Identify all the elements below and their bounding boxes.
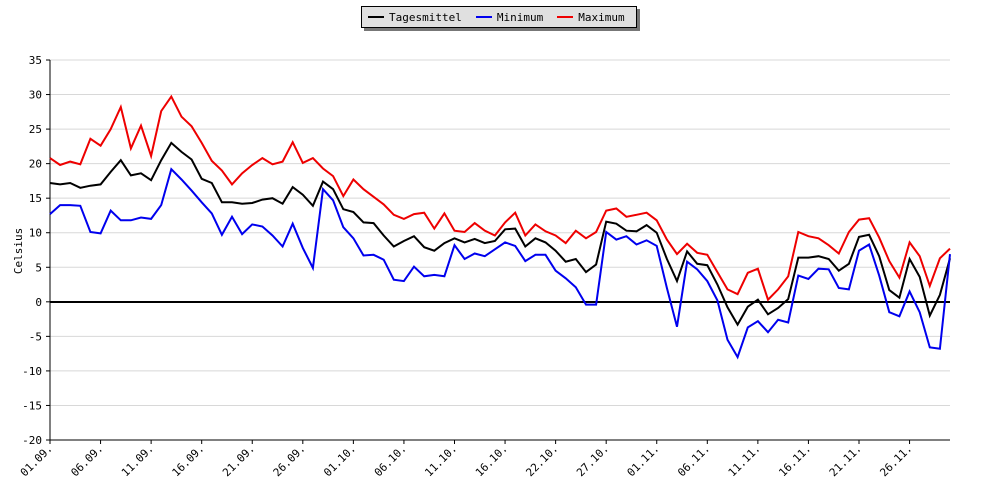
legend-swatch-tagesmittel [368, 16, 384, 18]
x-tick-label: 11.09. [119, 442, 156, 479]
legend-label-maximum: Maximum [578, 10, 625, 24]
x-tick-label: 26.11. [877, 442, 914, 479]
y-axis-label: Celsius [12, 228, 25, 274]
y-tick-label: -5 [29, 330, 42, 343]
x-tick-label: 11.11. [726, 442, 763, 479]
x-tick-label: 01.11. [625, 442, 662, 479]
x-tick-label: 21.11. [827, 442, 864, 479]
legend-label-tagesmittel: Tagesmittel [389, 10, 462, 24]
y-tick-label: 35 [29, 54, 42, 67]
x-tick-label: 21.09. [220, 442, 257, 479]
legend-entry-minimum: Minimum [475, 10, 544, 24]
x-tick-label: 06.11. [675, 442, 712, 479]
series-line-minimum [49, 167, 951, 360]
x-tick-label: 27.10. [574, 442, 611, 479]
legend-label-minimum: Minimum [496, 10, 544, 24]
series-lines [49, 94, 951, 360]
x-tick-label: 16.11. [776, 442, 813, 479]
y-tick-label: 25 [29, 123, 42, 136]
x-tick-label: 26.09. [271, 442, 308, 479]
series-line-maximum [49, 94, 951, 302]
x-tick-label: 11.10. [422, 442, 459, 479]
y-tick-label: 15 [29, 192, 42, 205]
legend-entry-maximum: Maximum [557, 10, 625, 24]
y-tick-label: 20 [29, 158, 42, 171]
x-tick-label: 06.10. [372, 442, 409, 479]
legend-entry-tagesmittel: Tagesmittel [368, 11, 462, 24]
y-tick-label: -10 [22, 365, 42, 378]
y-tick-label: 5 [35, 261, 42, 274]
axes [49, 60, 950, 441]
grid-lines [50, 59, 950, 406]
series-line-tagesmittel [49, 141, 951, 327]
legend-swatch-minimum [475, 16, 492, 18]
y-axis-ticks: 35 30 25 20 15 10 5 0 -5 -10 -15 -20 [22, 54, 50, 447]
x-tick-label: 01.10. [321, 442, 358, 479]
legend: Tagesmittel Minimum Maximum [361, 6, 637, 28]
y-tick-label: -15 [22, 399, 42, 412]
x-tick-label: 01.09. [18, 442, 55, 479]
y-tick-label: 30 [29, 89, 42, 102]
y-tick-label: 10 [29, 227, 42, 240]
y-tick-label: -20 [22, 434, 42, 447]
x-tick-label: 16.09. [170, 442, 207, 479]
x-tick-label: 16.10. [473, 442, 510, 479]
y-tick-label: 0 [35, 296, 42, 309]
x-axis-ticks: 01.09. 06.09. 11.09. 16.09. 21.09. 26.09. 01.1… [18, 440, 915, 479]
x-tick-label: 22.10. [523, 442, 560, 479]
x-tick-label: 06.09. [68, 442, 105, 479]
legend-swatch-maximum [557, 16, 574, 18]
